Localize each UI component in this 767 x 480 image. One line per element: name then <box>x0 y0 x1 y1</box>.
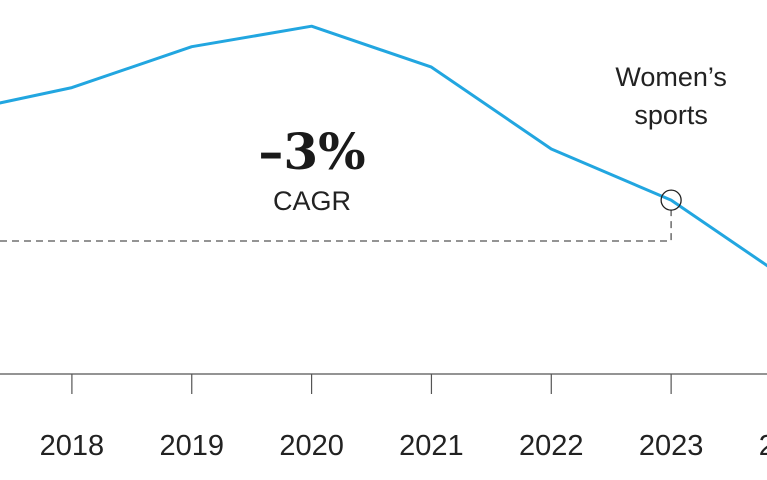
x-tick-label-2023: 2023 <box>639 430 704 462</box>
x-tick-label-2022: 2022 <box>519 430 584 462</box>
highlight-point-marker <box>660 189 682 211</box>
x-tick-label-2024: 2024 <box>759 430 767 462</box>
x-tick-label-2018: 2018 <box>40 430 105 462</box>
cagr-value: –3% <box>258 122 365 181</box>
series-label-line2: sports <box>634 100 708 130</box>
x-tick-label-2021: 2021 <box>399 430 464 462</box>
x-axis: 2018 2019 2020 2021 2022 2023 2024 <box>0 373 767 462</box>
series-line-womens-sports <box>0 24 767 268</box>
x-ticks: 2018 2019 2020 2021 2022 2023 2024 <box>40 374 767 462</box>
cagr-label: CAGR <box>273 186 351 216</box>
x-tick-label-2019: 2019 <box>159 430 224 462</box>
x-tick-label-2020: 2020 <box>279 430 344 462</box>
series-label-line1: Women’s <box>615 62 727 92</box>
